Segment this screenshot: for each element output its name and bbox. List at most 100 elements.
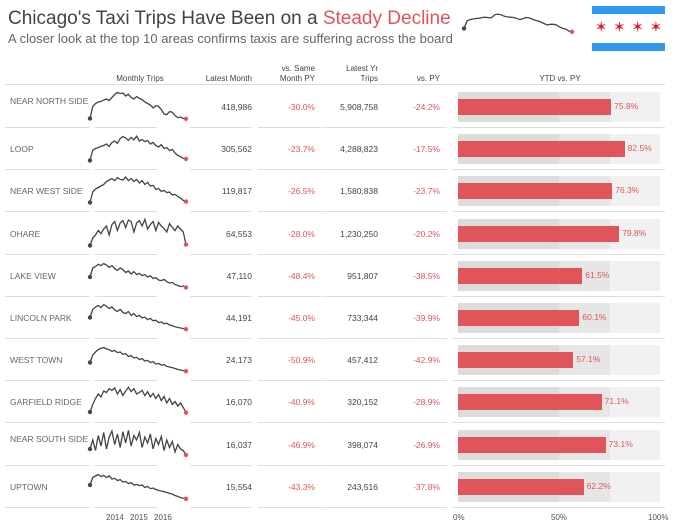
- col-header-vs-py: vs. PY: [416, 74, 440, 83]
- page-subtitle: A closer look at the top 10 areas confir…: [8, 31, 453, 46]
- trend-line: [89, 386, 187, 414]
- trend-line: [89, 217, 187, 246]
- row-divider: [258, 380, 321, 382]
- start-point: [87, 274, 93, 279]
- latest-yr: 1,230,250: [340, 228, 378, 239]
- table-row: UPTOWN 15,554 -43.3% 243,516 -37.8% 62.2…: [0, 466, 677, 508]
- start-point: [87, 116, 93, 121]
- row-divider: [385, 253, 447, 255]
- chicago-flag: ✶ ✶ ✶ ✶: [592, 6, 665, 51]
- ytd-label: 57.1%: [576, 354, 601, 365]
- row-divider: [95, 169, 157, 171]
- row-sparkline: [87, 135, 189, 163]
- trend-line: [89, 473, 187, 500]
- row-divider: [452, 422, 665, 424]
- col-header-trend: Monthly Trips: [116, 74, 164, 83]
- trend-line: [89, 346, 187, 373]
- title-text: Chicago's Taxi Trips Have Been on a: [8, 8, 323, 29]
- row-divider: [385, 169, 447, 171]
- vs-same-month: -45.0%: [288, 313, 315, 323]
- col-header-vs-same-month: vs. Same Month PY: [279, 64, 315, 83]
- row-divider: [95, 127, 157, 128]
- vs-py: -23.7%: [413, 186, 440, 197]
- latest-yr: 457,412: [347, 355, 378, 366]
- row-divider: [5, 506, 90, 508]
- latest-month: 119,817: [221, 186, 252, 197]
- band-75-100: [609, 303, 660, 333]
- row-divider: [322, 127, 385, 128]
- start-point: [87, 410, 93, 415]
- latest-yr: 398,074: [347, 439, 378, 450]
- col-header-latest-yr: Latest Yr Trips: [346, 64, 378, 83]
- x-tick: 2016: [154, 513, 172, 522]
- latest-month: 16,070: [226, 397, 252, 408]
- row-divider: [452, 380, 665, 382]
- ytd-label: 82.5%: [627, 143, 652, 154]
- end-point: [183, 327, 189, 332]
- ytd-bar: [458, 478, 584, 495]
- ytd-label: 62.2%: [586, 480, 611, 491]
- ytd-label: 76.3%: [615, 185, 640, 196]
- ytd-axis-tick: 50%: [551, 513, 568, 522]
- row-divider: [322, 464, 385, 466]
- latest-yr: 4,288,823: [340, 144, 378, 155]
- band-75-100: [609, 471, 660, 502]
- latest-month: 418,986: [221, 102, 252, 112]
- start-point: [87, 158, 93, 163]
- row-sparkline: [87, 176, 189, 206]
- vs-py: -38.5%: [413, 270, 440, 281]
- area-name: GARFIELD RIDGE: [10, 397, 82, 408]
- end-point: [183, 285, 189, 290]
- vs-same-month: -40.9%: [288, 397, 315, 408]
- end-point: [183, 199, 189, 205]
- row-divider: [190, 380, 252, 382]
- vs-py: -20.2%: [413, 228, 440, 239]
- end-point: [183, 241, 189, 247]
- start-point: [87, 200, 93, 206]
- end-point: [569, 29, 575, 34]
- row-divider: [95, 506, 157, 508]
- star-icon: ✶: [594, 19, 608, 36]
- row-divider: [95, 211, 157, 213]
- row-divider: [258, 169, 321, 171]
- vs-same-month: -30.0%: [288, 102, 315, 112]
- star-icon: ✶: [649, 19, 663, 36]
- row-divider: [190, 338, 252, 339]
- row-divider: [452, 211, 665, 213]
- vs-same-month: -26.5%: [288, 186, 315, 197]
- row-divider: [5, 422, 90, 424]
- trend-line: [463, 13, 573, 33]
- header-divider: [5, 84, 665, 85]
- flag-stripe-bottom: [592, 43, 665, 51]
- vs-same-month: -50.9%: [288, 355, 315, 366]
- row-divider: [452, 464, 665, 466]
- ytd-bar: [458, 141, 625, 158]
- row-divider: [95, 253, 157, 255]
- col-header-latest-month: Latest Month: [205, 74, 252, 83]
- row-divider: [190, 211, 252, 213]
- area-name: LOOP: [10, 144, 34, 155]
- overall-trend-sparkline: [461, 13, 575, 34]
- ytd-bar: [458, 436, 606, 453]
- latest-month: 24,173: [226, 355, 252, 366]
- band-75-100: [609, 176, 660, 207]
- row-divider: [190, 295, 252, 297]
- table-row: GARFIELD RIDGE 16,070 -40.9% 320,152 -28…: [0, 381, 677, 424]
- trend-line: [89, 262, 187, 288]
- latest-month: 15,554: [226, 481, 252, 492]
- flag-stars: ✶ ✶ ✶ ✶: [592, 19, 665, 37]
- start-point: [87, 315, 93, 320]
- row-divider: [258, 127, 321, 128]
- table-row: LAKE VIEW 47,110 -48.4% 951,807 -38.5% 6…: [0, 255, 677, 297]
- row-divider: [95, 295, 157, 297]
- x-tick: 2015: [130, 513, 148, 522]
- start-point: [87, 446, 93, 451]
- end-point: [183, 452, 189, 457]
- table-row: OHARE 64,553 -28.0% 1,230,250 -20.2% 79.…: [0, 213, 677, 255]
- row-divider: [385, 127, 447, 128]
- latest-yr: 5,908,758: [340, 102, 378, 112]
- trend-line: [89, 303, 187, 330]
- star-icon: ✶: [613, 19, 626, 36]
- ytd-label: 75.8%: [614, 101, 639, 111]
- band-75-100: [609, 260, 660, 291]
